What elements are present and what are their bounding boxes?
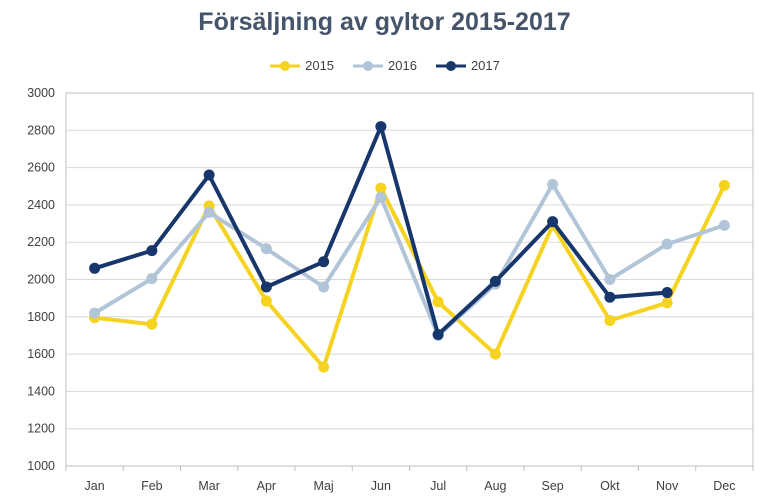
y-tick-label: 2800 bbox=[27, 123, 55, 137]
data-point-2015-Jun bbox=[375, 182, 387, 194]
series-line-2015 bbox=[92, 183, 727, 370]
legend: 2015 2016 2017 bbox=[0, 58, 769, 73]
data-point-2016-Jan bbox=[89, 307, 101, 319]
legend-item-2017: 2017 bbox=[435, 58, 500, 73]
series-line-2016 bbox=[92, 182, 727, 338]
chart-title: Försäljning av gyltor 2015-2017 bbox=[198, 8, 571, 36]
x-tick-label: Sep bbox=[542, 479, 564, 493]
data-point-2017-Jul bbox=[432, 329, 444, 341]
data-point-2017-Sep bbox=[547, 216, 559, 228]
legend-label-2017: 2017 bbox=[470, 58, 500, 73]
y-tick-label: 2400 bbox=[27, 198, 55, 212]
legend-swatch-2017 bbox=[435, 60, 466, 71]
data-point-2017-Maj bbox=[318, 256, 330, 268]
data-point-2015-Jul bbox=[432, 296, 444, 308]
data-point-2017-Nov bbox=[661, 287, 673, 299]
legend-swatch-2016 bbox=[353, 60, 384, 71]
legend-label-2015: 2015 bbox=[305, 58, 335, 73]
data-point-2017-Aug bbox=[489, 275, 501, 287]
data-point-2016-Mar bbox=[203, 206, 215, 218]
y-tick-label: 2000 bbox=[27, 273, 55, 287]
y-tick-label: 1600 bbox=[27, 347, 55, 361]
data-point-2015-Aug bbox=[489, 348, 501, 360]
x-tick-label: Aug bbox=[484, 479, 506, 493]
x-tick-label: Feb bbox=[141, 479, 163, 493]
data-point-2015-Nov bbox=[661, 297, 673, 309]
data-point-2017-Jun bbox=[375, 121, 387, 133]
y-tick-label: 2200 bbox=[27, 235, 55, 249]
data-point-2015-Maj bbox=[318, 361, 330, 373]
x-tick-label: Dec bbox=[713, 479, 735, 493]
data-point-2016-Apr bbox=[260, 243, 272, 255]
series-2017 bbox=[89, 121, 673, 341]
data-point-2016-Sep bbox=[547, 178, 559, 190]
y-tick-label: 1400 bbox=[27, 384, 55, 398]
data-point-2015-Apr bbox=[260, 295, 272, 307]
data-point-2017-Apr bbox=[260, 281, 272, 293]
legend-swatch-2015 bbox=[270, 60, 301, 71]
data-point-2015-Okt bbox=[604, 315, 616, 327]
data-point-2016-Okt bbox=[604, 274, 616, 285]
x-tick-label: Jul bbox=[430, 479, 446, 493]
data-point-2015-Dec bbox=[718, 179, 730, 191]
y-tick-label: 1800 bbox=[27, 310, 55, 324]
x-tick-label: Nov bbox=[656, 479, 679, 493]
y-tick-label: 3000 bbox=[27, 86, 55, 100]
x-tick-label: Apr bbox=[257, 479, 276, 493]
data-point-2017-Mar bbox=[203, 169, 215, 181]
data-point-2017-Feb bbox=[146, 245, 158, 257]
data-point-2016-Feb bbox=[146, 273, 158, 285]
y-tick-label: 1000 bbox=[27, 459, 55, 473]
data-point-2016-Jun bbox=[375, 191, 387, 203]
x-tick-label: Jun bbox=[371, 479, 391, 493]
legend-item-2015: 2015 bbox=[269, 58, 334, 73]
data-point-2017-Jan bbox=[89, 262, 101, 274]
x-tick-label: Jan bbox=[85, 479, 105, 493]
data-point-2016-Dec bbox=[718, 219, 730, 231]
y-tick-label: 1200 bbox=[27, 422, 55, 436]
x-tick-label: Maj bbox=[314, 479, 334, 493]
legend-label-2016: 2016 bbox=[388, 58, 417, 73]
data-point-2016-Maj bbox=[318, 281, 330, 293]
x-tick-label: Okt bbox=[600, 479, 620, 493]
data-point-2017-Okt bbox=[604, 291, 616, 303]
data-point-2015-Feb bbox=[146, 318, 158, 330]
data-point-2016-Nov bbox=[661, 238, 673, 250]
y-tick-label: 2600 bbox=[27, 161, 55, 175]
legend-item-2016: 2016 bbox=[352, 58, 417, 73]
x-tick-label: Mar bbox=[198, 479, 220, 493]
